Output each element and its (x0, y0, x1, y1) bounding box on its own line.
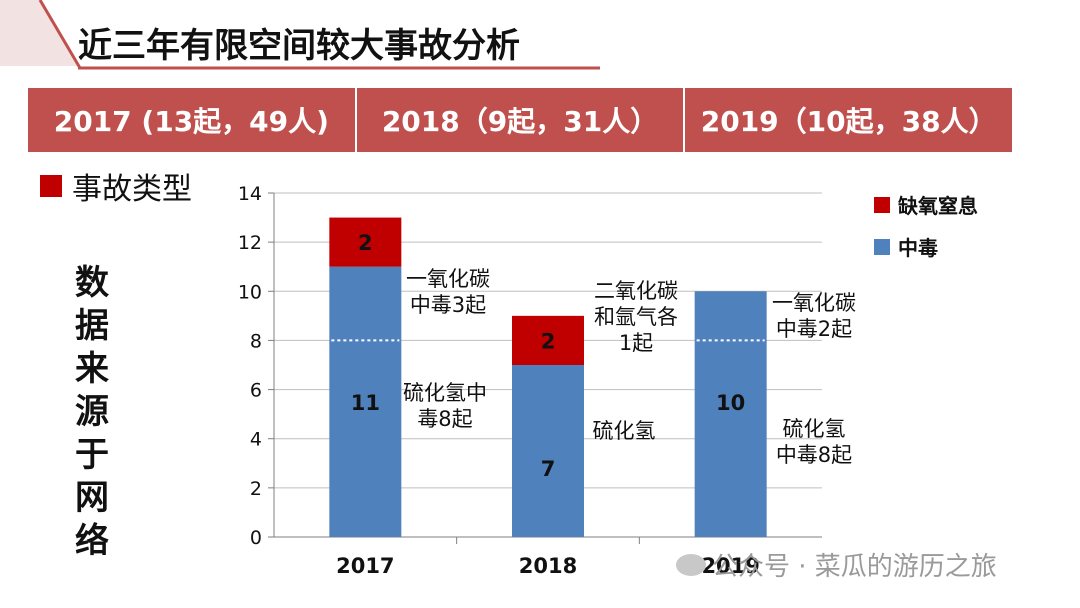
annotation-upper: 一氧化碳 (406, 267, 490, 291)
y-tick-label: 10 (238, 281, 262, 303)
y-tick-label: 0 (250, 527, 262, 549)
year-summary-2018: 2018（9起，31人） (357, 88, 686, 152)
category-legend-swatch (40, 175, 62, 197)
category-legend-label: 事故类型 (72, 172, 192, 207)
bar-asphyxia (329, 217, 402, 267)
bar-data-label: 10 (716, 391, 745, 415)
legend-label: 缺氧窒息 (898, 194, 978, 218)
year-summary-2017: 2017 (13起，49人) (28, 88, 357, 152)
page-title: 近三年有限空间较大事故分析 (78, 26, 520, 66)
source-note-char: 络 (75, 521, 109, 561)
annotation-upper: 二氧化碳 (594, 279, 678, 303)
y-tick-label: 2 (250, 478, 262, 500)
watermark: 公众号 · 菜瓜的游历之旅 (676, 546, 997, 583)
x-tick-label: 2018 (519, 554, 577, 578)
annotation-upper: 中毒2起 (776, 317, 852, 341)
legend-label: 中毒 (898, 236, 938, 260)
y-tick-label: 12 (238, 232, 262, 254)
source-note-char: 数 (75, 263, 109, 303)
wechat-icon (676, 553, 706, 576)
source-note-char: 源 (75, 392, 109, 432)
bar-data-label: 2 (358, 231, 373, 255)
source-note-char: 网 (75, 478, 109, 518)
annotation-lower: 硫化氢中 (403, 381, 487, 405)
bar-poisoning (694, 291, 767, 537)
bar-poisoning (512, 365, 584, 537)
bar-asphyxia (512, 315, 584, 365)
source-note-char: 于 (75, 435, 109, 475)
annotation-upper: 中毒3起 (410, 293, 486, 317)
annotation-upper: 1起 (619, 331, 653, 355)
legend-swatch (874, 239, 890, 255)
annotation-lower: 硫化氢 (593, 419, 656, 443)
bar-poisoning (329, 266, 402, 537)
annotation-lower: 毒8起 (417, 407, 472, 431)
bar-data-label: 7 (541, 457, 556, 481)
title-decoration (0, 0, 600, 70)
source-note: 数 据 来 源 于 网 络 (72, 262, 112, 563)
x-tick-label: 2019 (701, 554, 759, 578)
x-tick-label: 2017 (336, 554, 394, 578)
y-tick-label: 4 (250, 429, 262, 451)
year-summary-2019: 2019（10起，38人） (700, 105, 997, 138)
annotation-upper: 一氧化碳 (772, 291, 856, 315)
y-tick-label: 6 (250, 380, 262, 402)
annotation-lower: 中毒8起 (776, 443, 852, 467)
year-summary-band: 2017 (13起，49人) 2018（9起，31人） 2019（10起，38人… (28, 88, 1012, 152)
annotation-lower: 硫化氢 (783, 417, 846, 441)
annotation-upper: 和氩气各 (594, 305, 678, 329)
legend-swatch (874, 197, 890, 213)
y-tick-label: 8 (250, 330, 262, 352)
watermark-text: 公众号 · 菜瓜的游历之旅 (712, 552, 997, 582)
y-tick-label: 14 (238, 183, 262, 205)
bar-data-label: 2 (541, 329, 556, 353)
category-legend: 事故类型 (40, 164, 192, 208)
bar-data-label: 11 (351, 391, 380, 415)
source-note-char: 来 (75, 349, 109, 389)
source-note-char: 据 (75, 306, 109, 346)
